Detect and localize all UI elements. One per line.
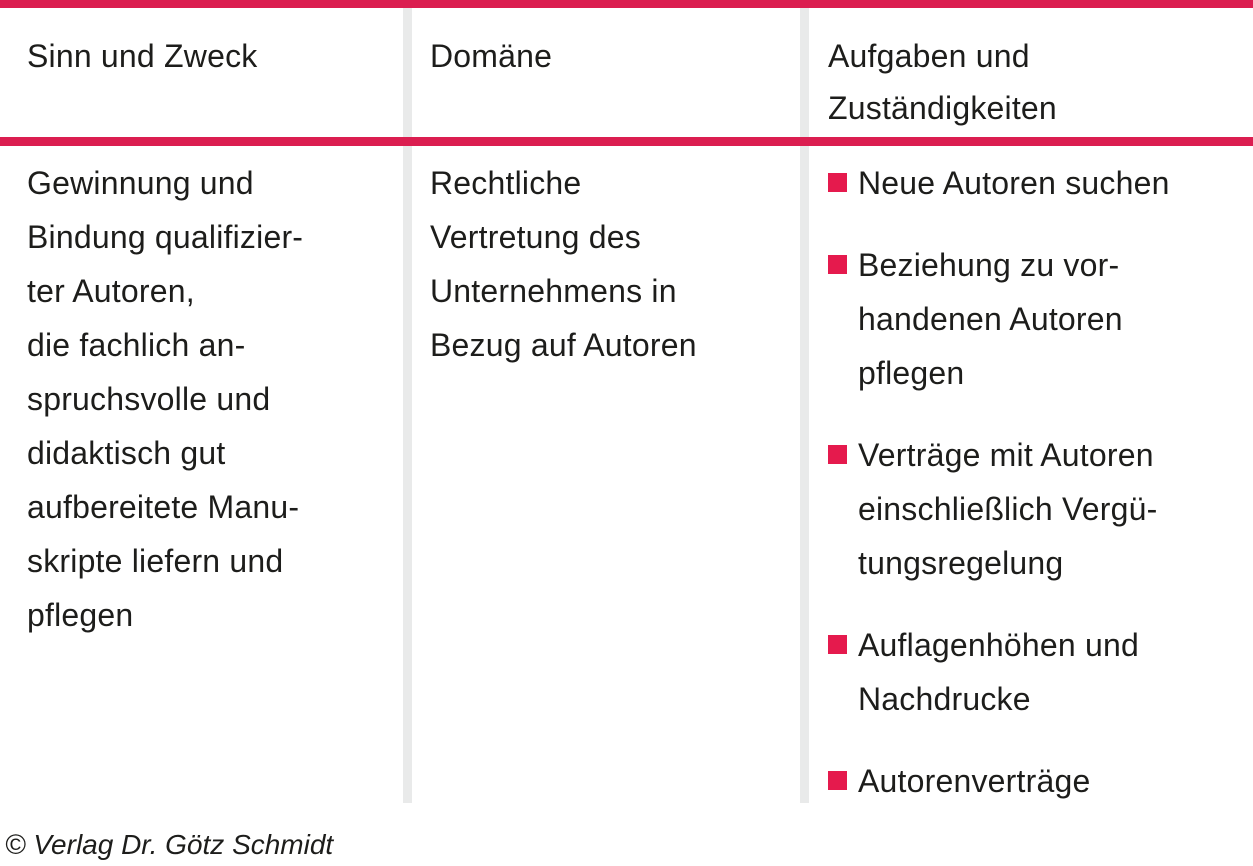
- top-rule: [0, 0, 1253, 8]
- copyright-notice: © Verlag Dr. Götz Schmidt: [5, 829, 334, 860]
- cell-domain: Rechtliche Vertretung des Unternehmens i…: [430, 165, 697, 363]
- header-domain: Domäne: [430, 38, 553, 74]
- header-rule: [0, 137, 1253, 146]
- column-divider-1: [403, 8, 412, 803]
- cell-purpose: Gewinnung und Bindung qualifizier- ter A…: [27, 165, 304, 633]
- header-purpose: Sinn und Zweck: [27, 38, 258, 74]
- task-text: Neue Autoren suchen: [858, 165, 1170, 201]
- task-item: Beziehung zu vor- handenen Autoren pfleg…: [828, 238, 1248, 400]
- task-text: Verträge mit Autoren einschließlich Verg…: [858, 437, 1158, 581]
- bullet-square-icon: [828, 635, 847, 654]
- bullet-square-icon: [828, 445, 847, 464]
- task-text: Autorenverträge: [858, 763, 1091, 799]
- task-item: Auflagenhöhen und Nachdrucke: [828, 618, 1248, 726]
- tasks-list: Neue Autoren suchen Beziehung zu vor- han…: [828, 156, 1248, 836]
- column-divider-2: [800, 8, 809, 803]
- bullet-square-icon: [828, 771, 847, 790]
- task-item: Autorenverträge: [828, 754, 1248, 808]
- header-tasks: Aufgaben und Zuständigkeiten: [828, 38, 1057, 126]
- task-item: Neue Autoren suchen: [828, 156, 1248, 210]
- bullet-square-icon: [828, 173, 847, 192]
- task-text: Beziehung zu vor- handenen Autoren pfleg…: [858, 247, 1123, 391]
- bullet-square-icon: [828, 255, 847, 274]
- task-item: Verträge mit Autoren einschließlich Verg…: [828, 428, 1248, 590]
- task-text: Auflagenhöhen und Nachdrucke: [858, 627, 1139, 717]
